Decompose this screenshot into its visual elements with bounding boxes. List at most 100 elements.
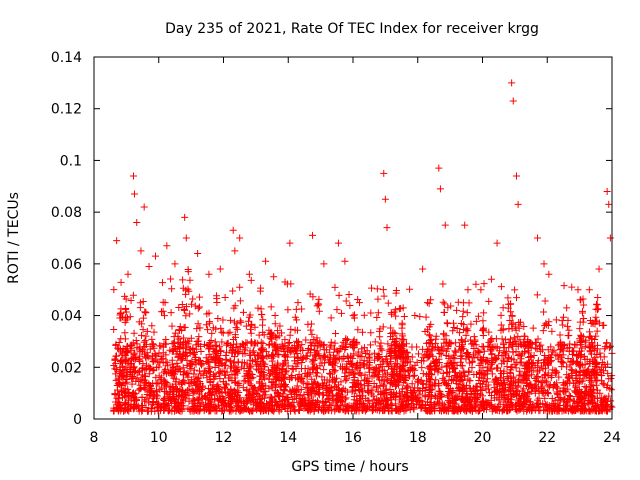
data-point <box>239 384 247 392</box>
data-point <box>316 343 324 351</box>
data-point <box>521 399 529 407</box>
data-point <box>388 310 396 318</box>
data-point <box>483 366 491 374</box>
data-point <box>341 400 349 408</box>
data-point <box>233 387 241 395</box>
data-point <box>373 314 381 322</box>
data-point <box>563 344 571 352</box>
y-axis-label: ROTI / TECUs <box>6 192 22 284</box>
data-point <box>419 401 427 409</box>
data-point <box>546 358 554 366</box>
data-point <box>451 371 459 379</box>
data-point <box>400 313 408 321</box>
data-point <box>290 406 298 414</box>
data-point <box>414 394 422 402</box>
data-point-peak <box>606 234 614 242</box>
data-point <box>326 370 334 378</box>
data-point <box>290 345 298 353</box>
data-point-peak <box>464 286 472 294</box>
data-point <box>479 380 487 388</box>
data-point <box>213 298 221 306</box>
data-point <box>480 280 488 288</box>
data-point <box>293 343 301 351</box>
data-point <box>337 309 345 317</box>
data-point <box>127 345 135 353</box>
data-point <box>548 327 556 335</box>
data-point <box>349 354 357 362</box>
data-point <box>292 386 300 394</box>
data-point <box>399 379 407 387</box>
data-point <box>442 379 450 387</box>
data-point <box>426 391 434 399</box>
data-point <box>593 306 601 314</box>
data-point <box>215 394 223 402</box>
data-point <box>138 331 146 339</box>
data-point <box>413 343 421 351</box>
data-point <box>325 378 333 386</box>
data-point <box>450 324 458 332</box>
data-point <box>449 319 457 327</box>
data-point <box>498 335 506 343</box>
data-point <box>603 407 611 415</box>
data-point <box>524 383 532 391</box>
data-point <box>575 371 583 379</box>
data-point <box>373 285 381 293</box>
data-point <box>344 354 352 362</box>
data-point <box>499 356 507 364</box>
data-point <box>189 395 197 403</box>
data-point <box>568 283 576 291</box>
x-tick-label: 12 <box>215 430 233 446</box>
data-point <box>380 395 388 403</box>
data-point <box>524 359 532 367</box>
data-point <box>603 383 611 391</box>
data-point <box>271 312 279 320</box>
data-point <box>348 366 356 374</box>
data-point-peak <box>419 265 427 273</box>
data-point <box>245 407 253 415</box>
data-point <box>500 358 508 366</box>
data-point <box>572 388 580 396</box>
data-point-peak <box>595 265 603 273</box>
data-point <box>580 366 588 374</box>
data-point <box>179 387 187 395</box>
data-point <box>507 308 515 316</box>
data-point <box>517 318 525 326</box>
data-point <box>464 348 472 356</box>
data-point-peak <box>508 79 516 87</box>
data-point <box>258 346 266 354</box>
data-point <box>196 377 204 385</box>
data-point <box>168 372 176 380</box>
data-point <box>514 342 522 350</box>
data-point <box>344 352 352 360</box>
data-point <box>129 390 137 398</box>
data-point <box>318 373 326 381</box>
data-point <box>487 396 495 404</box>
data-point <box>515 371 523 379</box>
data-point <box>236 283 244 291</box>
data-point <box>332 397 340 405</box>
data-point <box>419 370 427 378</box>
data-point <box>468 364 476 372</box>
data-point-peak <box>399 304 407 312</box>
data-point <box>458 395 466 403</box>
data-point <box>271 381 279 389</box>
data-point <box>216 356 224 364</box>
data-point <box>323 406 331 414</box>
data-point <box>257 305 265 313</box>
data-point <box>525 344 533 352</box>
data-point <box>256 395 264 403</box>
data-point <box>480 403 488 411</box>
data-point <box>115 399 123 407</box>
data-point <box>228 370 236 378</box>
data-point <box>349 386 357 394</box>
data-point <box>464 327 472 335</box>
data-point <box>345 291 353 299</box>
data-point <box>258 344 266 352</box>
data-point <box>540 406 548 414</box>
data-point <box>525 404 533 412</box>
data-point <box>564 316 572 324</box>
data-point <box>392 405 400 413</box>
data-point <box>503 363 511 371</box>
data-point <box>578 402 586 410</box>
data-point <box>590 405 598 413</box>
